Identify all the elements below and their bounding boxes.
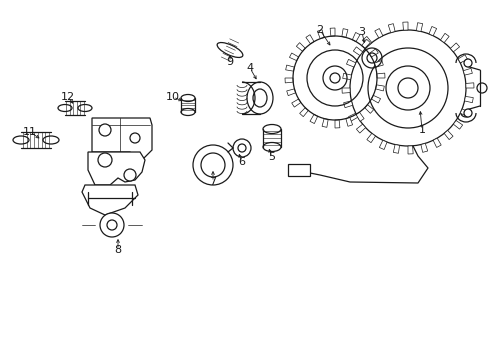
Text: 6: 6 xyxy=(238,157,245,167)
Polygon shape xyxy=(375,85,384,91)
Circle shape xyxy=(98,153,112,167)
Polygon shape xyxy=(346,59,355,67)
Text: 8: 8 xyxy=(114,245,122,255)
Polygon shape xyxy=(342,73,351,80)
Polygon shape xyxy=(286,89,295,96)
Polygon shape xyxy=(88,152,145,185)
Polygon shape xyxy=(463,68,471,75)
Text: 7: 7 xyxy=(209,177,216,187)
Polygon shape xyxy=(420,143,427,152)
Polygon shape xyxy=(296,42,305,51)
Polygon shape xyxy=(452,121,462,129)
Polygon shape xyxy=(341,29,347,37)
Text: 3: 3 xyxy=(358,27,365,37)
Polygon shape xyxy=(379,140,386,149)
Polygon shape xyxy=(348,113,357,121)
Circle shape xyxy=(463,59,471,67)
Polygon shape xyxy=(92,118,152,160)
Polygon shape xyxy=(82,185,138,215)
Polygon shape xyxy=(459,109,468,117)
Polygon shape xyxy=(345,117,352,126)
Polygon shape xyxy=(428,27,436,36)
Text: 10: 10 xyxy=(165,92,180,102)
Polygon shape xyxy=(440,33,448,42)
Polygon shape xyxy=(407,146,412,154)
Polygon shape xyxy=(387,24,394,33)
Polygon shape xyxy=(305,35,313,44)
Polygon shape xyxy=(374,28,382,38)
Polygon shape xyxy=(356,124,365,133)
Polygon shape xyxy=(352,32,359,42)
Polygon shape xyxy=(366,133,375,143)
Polygon shape xyxy=(392,145,399,153)
Polygon shape xyxy=(285,78,293,83)
Circle shape xyxy=(100,213,124,237)
Polygon shape xyxy=(291,99,300,107)
Polygon shape xyxy=(361,39,369,48)
Polygon shape xyxy=(353,47,362,55)
Polygon shape xyxy=(364,105,373,113)
Circle shape xyxy=(130,133,140,143)
Text: 9: 9 xyxy=(226,57,233,67)
Polygon shape xyxy=(370,95,380,103)
Text: 12: 12 xyxy=(61,92,75,102)
Polygon shape xyxy=(465,83,473,88)
Polygon shape xyxy=(416,23,422,31)
Polygon shape xyxy=(368,49,378,57)
Polygon shape xyxy=(341,88,349,93)
Polygon shape xyxy=(343,101,352,108)
Polygon shape xyxy=(309,114,317,123)
Polygon shape xyxy=(464,96,472,103)
Text: 2: 2 xyxy=(316,25,323,35)
Polygon shape xyxy=(334,120,339,128)
Polygon shape xyxy=(322,118,327,127)
Polygon shape xyxy=(317,30,324,39)
FancyBboxPatch shape xyxy=(287,164,309,176)
Polygon shape xyxy=(449,43,459,52)
Polygon shape xyxy=(285,65,294,71)
Circle shape xyxy=(463,109,471,117)
Polygon shape xyxy=(376,73,384,78)
Text: 4: 4 xyxy=(246,63,253,73)
Polygon shape xyxy=(373,60,383,67)
Polygon shape xyxy=(289,53,298,61)
Polygon shape xyxy=(443,130,452,140)
Circle shape xyxy=(99,124,111,136)
Text: 5: 5 xyxy=(268,152,275,162)
Polygon shape xyxy=(432,138,440,148)
Polygon shape xyxy=(329,28,334,36)
Text: 11: 11 xyxy=(23,127,37,137)
Text: 1: 1 xyxy=(418,125,425,135)
Polygon shape xyxy=(299,108,308,117)
Polygon shape xyxy=(362,36,371,46)
Circle shape xyxy=(124,169,136,181)
Polygon shape xyxy=(355,112,364,121)
Polygon shape xyxy=(457,55,467,63)
Polygon shape xyxy=(402,22,407,30)
